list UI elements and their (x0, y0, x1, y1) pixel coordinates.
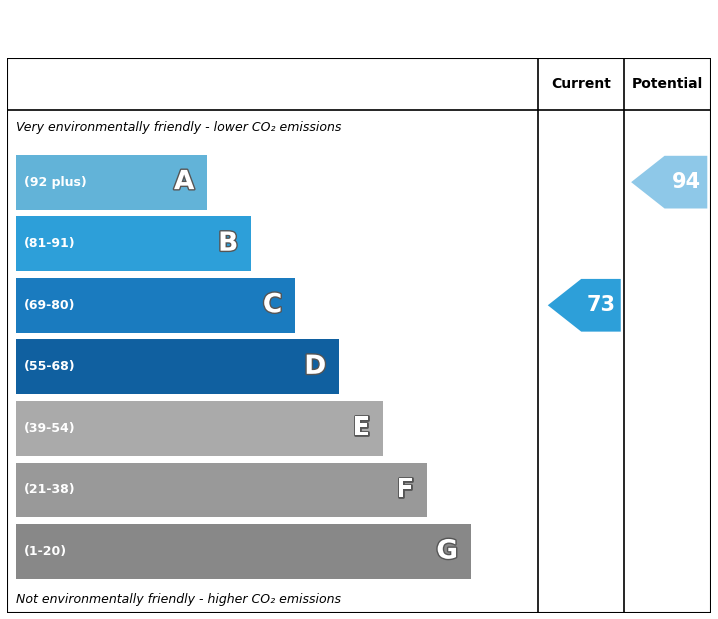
Text: (39-54): (39-54) (24, 422, 75, 435)
Text: B: B (218, 231, 238, 257)
Bar (16, 278, 295, 333)
Polygon shape (548, 279, 621, 332)
Bar (16, 401, 383, 456)
Text: Very environmentally friendly - lower CO₂ emissions: Very environmentally friendly - lower CO… (16, 121, 341, 134)
Text: Potential: Potential (632, 77, 703, 91)
Text: Current: Current (551, 77, 611, 91)
Text: (21-38): (21-38) (24, 483, 75, 496)
Text: (69-80): (69-80) (24, 299, 75, 312)
Text: (55-68): (55-68) (24, 360, 75, 373)
Text: Not environmentally friendly - higher CO₂ emissions: Not environmentally friendly - higher CO… (16, 592, 340, 605)
Text: (92 plus): (92 plus) (24, 176, 87, 189)
Bar (16, 462, 426, 517)
Text: G: G (437, 539, 458, 565)
Text: 94: 94 (671, 172, 701, 192)
Text: (1-20): (1-20) (24, 545, 67, 558)
Text: A: A (174, 169, 195, 195)
Text: C: C (263, 292, 282, 318)
Text: D: D (304, 354, 326, 380)
Text: 73: 73 (587, 295, 615, 315)
Bar (16, 524, 471, 579)
Bar (16, 339, 339, 394)
Polygon shape (631, 156, 707, 209)
Text: F: F (396, 477, 414, 503)
Bar (16, 216, 251, 271)
Text: Environmental Impact (CO₂) Rating: Environmental Impact (CO₂) Rating (71, 15, 647, 43)
Text: (81-91): (81-91) (24, 237, 75, 250)
Text: E: E (352, 415, 370, 441)
Bar (16, 155, 207, 210)
